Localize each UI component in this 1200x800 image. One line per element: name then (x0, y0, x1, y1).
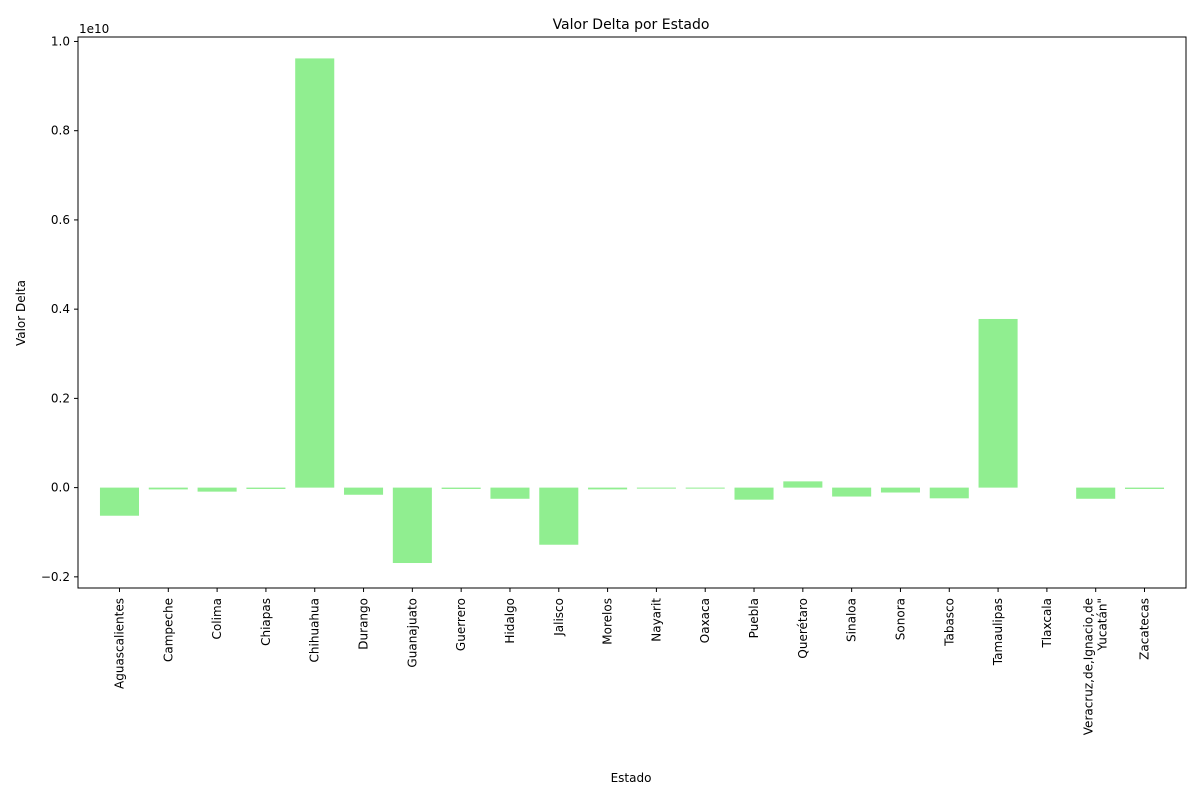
x-tick-label: Veracruz,de,Ignacio,de Yucatán" (1082, 598, 1110, 735)
x-tick-label: Hidalgo (503, 598, 517, 644)
x-tick-label: Chiapas (259, 598, 273, 646)
x-tick-label-line: Jalisco (552, 598, 566, 637)
x-tick-label-line: Oaxaca (698, 598, 712, 643)
x-tick-label-line: Sonora (893, 598, 907, 640)
x-tick-label: Querétaro (796, 598, 810, 659)
bar-5 (344, 487, 384, 495)
y-tick-label: 0.6 (51, 213, 70, 227)
x-tick-label-line: Querétaro (796, 598, 810, 659)
bar-12 (685, 487, 725, 489)
x-axis-title: Estado (611, 771, 652, 785)
x-tick-label-line: Colima (210, 598, 224, 639)
bar-11 (636, 487, 676, 489)
bar-0 (99, 487, 140, 516)
y-tick-label: 0.0 (51, 481, 70, 495)
bars (99, 58, 1165, 564)
x-tick-label: Sinaloa (845, 598, 859, 642)
bar-17 (929, 487, 969, 499)
x-tick-label-line: Veracruz,de,Ignacio,de (1082, 598, 1096, 735)
x-tick-label: Guerrero (454, 598, 468, 651)
bar-13 (734, 487, 774, 500)
bar-18 (978, 318, 1018, 488)
x-tick-label-line: Tamaulipas (991, 598, 1005, 666)
bar-16 (880, 487, 920, 493)
y-tick-label: 0.2 (51, 391, 70, 405)
x-tick-label: Tlaxcala (1040, 598, 1054, 649)
x-tick-label: Morelos (601, 598, 615, 645)
x-tick-label: Tamaulipas (991, 598, 1005, 666)
x-tick-label-line: Tlaxcala (1040, 598, 1054, 649)
x-tick-label: Campeche (161, 598, 175, 662)
x-tick-label-line: Sinaloa (845, 598, 859, 642)
x-tick-label: Tabasco (942, 598, 956, 647)
bar-2 (197, 487, 237, 492)
bar-1 (148, 487, 188, 490)
bar-7 (441, 487, 481, 489)
x-tick-label-line: Puebla (747, 598, 761, 638)
x-tick-label-line: Durango (357, 598, 371, 650)
y-tick-label: 0.4 (51, 302, 70, 316)
x-tick-label-line: Yucatán" (1096, 598, 1110, 652)
y-axis: −0.2 0.0 0.2 0.4 0.6 0.8 1.0 (41, 34, 78, 584)
x-tick-label: Aguascalientes (112, 598, 126, 689)
x-axis: Aguascalientes Campeche Colima Chiapas Chihu… (112, 588, 1152, 735)
bar-15 (832, 487, 872, 497)
x-tick-label-line: Chihuahua (308, 598, 322, 662)
x-tick-label: Durango (357, 598, 371, 650)
x-tick-label: Chihuahua (308, 598, 322, 662)
bar-10 (588, 487, 628, 490)
bar-20 (1076, 487, 1116, 499)
x-tick-label: Guanajuato (405, 598, 419, 668)
x-tick-label-line: Zacatecas (1138, 598, 1152, 660)
bar-21 (1124, 487, 1165, 489)
y-offset-label: 1e10 (79, 22, 109, 36)
x-tick-label-line: Morelos (601, 598, 615, 645)
x-tick-label-line: Tabasco (942, 598, 956, 647)
bar-9 (539, 487, 579, 545)
x-tick-label: Sonora (893, 598, 907, 640)
x-tick-label: Colima (210, 598, 224, 639)
x-tick-label-line: Guerrero (454, 598, 468, 651)
bar-8 (490, 487, 530, 499)
bar-4 (295, 58, 335, 488)
x-tick-label-line: Hidalgo (503, 598, 517, 644)
y-tick-label: 0.8 (51, 124, 70, 138)
x-tick-label-line: Aguascalientes (112, 598, 126, 689)
x-tick-label: Puebla (747, 598, 761, 638)
x-tick-label: Nayarit (649, 598, 663, 642)
bar-6 (392, 487, 432, 564)
x-tick-label: Oaxaca (698, 598, 712, 643)
x-tick-label-line: Campeche (161, 598, 175, 662)
chart-title: Valor Delta por Estado (553, 17, 710, 33)
bar-3 (246, 487, 286, 489)
x-tick-label-line: Chiapas (259, 598, 273, 646)
bar-14 (783, 481, 823, 488)
x-tick-label-line: Guanajuato (405, 598, 419, 668)
y-axis-title: Valor Delta (14, 280, 28, 346)
plot-frame (77, 36, 1187, 589)
x-tick-label: Jalisco (552, 598, 566, 637)
y-tick-label: 1.0 (51, 34, 70, 48)
y-tick-label: −0.2 (41, 570, 70, 584)
x-tick-label: Zacatecas (1138, 598, 1152, 660)
x-tick-label-line: Nayarit (649, 598, 663, 642)
